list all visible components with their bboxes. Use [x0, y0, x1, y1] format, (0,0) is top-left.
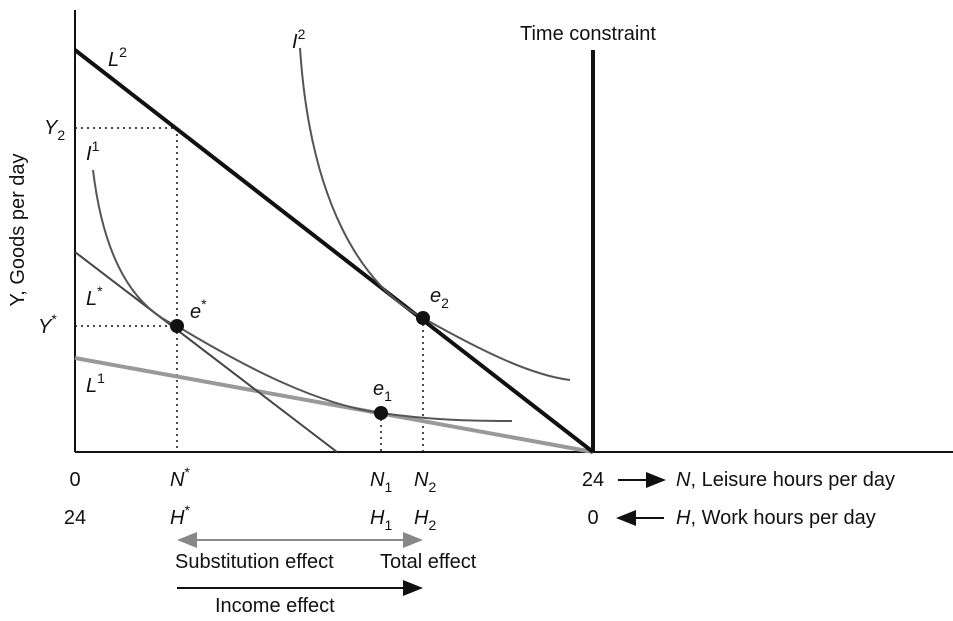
h-axis-label: H, Work hours per day — [676, 507, 876, 529]
label-part: Y — [44, 117, 59, 139]
label-part: N — [170, 469, 185, 491]
n-star: N* — [170, 464, 190, 491]
substitution-label: Substitution effect — [175, 551, 334, 573]
label-part: 2 — [119, 44, 127, 60]
n-2: N2 — [414, 469, 436, 495]
time-constraint-label: Time constraint — [520, 23, 656, 45]
label-part: N — [414, 469, 429, 491]
total-label: Total effect — [380, 551, 477, 573]
h-1: H1 — [370, 507, 392, 533]
label-part: 2 — [428, 517, 436, 533]
h-start: 24 — [64, 507, 86, 529]
label-part: 2 — [441, 295, 449, 311]
y-axis-label: Y, Goods per day — [7, 153, 29, 306]
label-part: N — [676, 469, 691, 491]
label-part: I — [86, 143, 92, 165]
label-part: * — [97, 283, 103, 299]
label-part: 1 — [384, 479, 392, 495]
label-part: N — [370, 469, 385, 491]
label-part: 1 — [97, 370, 105, 386]
label-l1: L1 — [86, 370, 105, 397]
point-e1 — [374, 406, 388, 420]
label-part: 2 — [298, 26, 306, 42]
label-part: H — [414, 507, 429, 529]
label-part: e — [430, 285, 441, 307]
label-part: 2 — [428, 479, 436, 495]
n-1: N1 — [370, 469, 392, 495]
label-part: Y — [38, 316, 53, 338]
n-axis-label: N, Leisure hours per day — [676, 469, 895, 491]
label-part: 2 — [57, 127, 65, 143]
h-2: H2 — [414, 507, 436, 533]
n-start: 0 — [69, 469, 80, 491]
label-part: * — [51, 311, 57, 327]
label-part: L — [108, 49, 119, 71]
indifference-curve-i2 — [299, 47, 571, 381]
label-part: , Work hours per day — [690, 507, 875, 529]
label-part: * — [201, 296, 207, 312]
label-lstar: L* — [86, 283, 103, 310]
label-part: * — [184, 464, 190, 480]
label-part: L — [86, 375, 97, 397]
budget-line-l1 — [74, 356, 594, 454]
label-part: 1 — [384, 388, 392, 404]
label-part: 1 — [92, 138, 100, 154]
budget-line-l2 — [73, 48, 595, 454]
label-e2: e2 — [430, 285, 449, 311]
label-ystar: Y* — [38, 311, 57, 338]
n-end: 24 — [582, 469, 604, 491]
label-part: H — [170, 507, 185, 529]
label-part: 1 — [384, 517, 392, 533]
label-part: * — [184, 502, 190, 518]
point-estar — [170, 319, 184, 333]
income-label: Income effect — [215, 595, 335, 617]
label-part: H — [676, 507, 691, 529]
h-end: 0 — [587, 507, 598, 529]
label-part: L — [86, 288, 97, 310]
budget-line-lstar — [74, 251, 338, 453]
label-i2: I2 — [292, 26, 306, 53]
h-star: H* — [170, 502, 190, 529]
label-part: e — [190, 301, 201, 323]
label-i1: I1 — [86, 138, 100, 165]
label-y2: Y2 — [44, 117, 65, 143]
indifference-curve-i1 — [92, 169, 513, 422]
label-part: I — [292, 31, 298, 53]
label-part: H — [370, 507, 385, 529]
label-part: , Leisure hours per day — [690, 469, 895, 491]
label-e1: e1 — [373, 378, 392, 404]
point-e2 — [416, 311, 430, 325]
guides — [75, 127, 424, 452]
label-estar: e* — [190, 296, 207, 323]
label-l2: L2 — [108, 44, 127, 71]
label-part: e — [373, 378, 384, 400]
